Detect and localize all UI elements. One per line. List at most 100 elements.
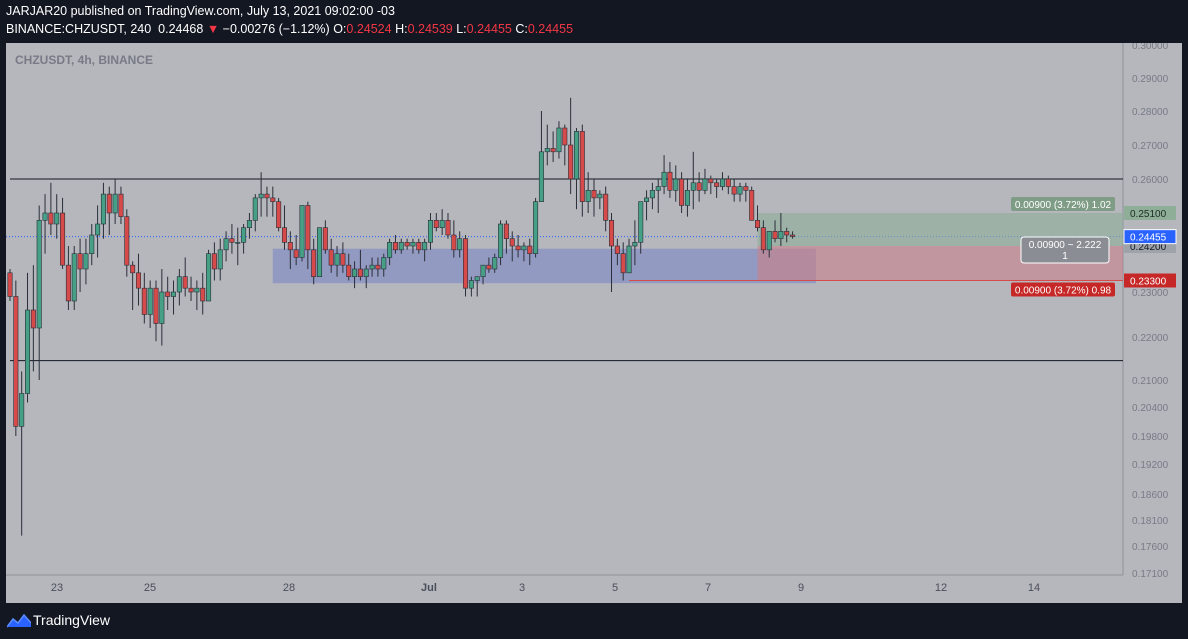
candle-body: [194, 287, 200, 293]
target-price-badge-text: 0.25100: [1130, 209, 1167, 220]
candle: [200, 272, 206, 315]
candle-body: [731, 186, 737, 195]
risk-reward-box: [1020, 236, 1110, 264]
candlestick-chart[interactable]: 0.00900 (3.72%) 1.02 0.00900 (3.72%) 0.98…: [6, 41, 1182, 603]
candle: [311, 238, 317, 285]
candle: [264, 186, 270, 217]
candle-body: [702, 178, 708, 191]
candle: [620, 242, 626, 281]
candle-body: [293, 249, 299, 258]
price-axis-background: [1123, 43, 1182, 603]
risk-reward-line2: 1: [1062, 251, 1068, 262]
price-tick-label: 0.17100: [1132, 569, 1169, 580]
candle-body: [573, 131, 579, 180]
candle-body: [719, 178, 725, 187]
price-tick-label: 0.17600: [1132, 542, 1169, 553]
candle-body: [579, 131, 585, 202]
time-tick-label: 14: [1028, 582, 1040, 594]
candle: [451, 220, 457, 258]
time-tick-label: 12: [935, 582, 947, 594]
candle-body: [708, 178, 714, 184]
stop-label-box: [1011, 282, 1115, 297]
candle-body: [334, 253, 340, 266]
candle-body: [264, 193, 270, 199]
stop-price-badge-text: 0.23300: [1130, 277, 1167, 288]
candle-body: [182, 276, 188, 289]
candle: [649, 182, 655, 210]
candle: [696, 172, 702, 202]
candle: [217, 238, 223, 281]
candle-body: [305, 205, 311, 251]
candle: [252, 194, 258, 232]
candle-body: [433, 220, 439, 228]
candle-body: [357, 268, 363, 277]
candle: [258, 172, 264, 217]
candle: [165, 276, 171, 310]
brand-name: TradingView: [33, 612, 111, 628]
candle: [60, 197, 66, 269]
candle-body: [19, 393, 25, 427]
candle: [135, 253, 141, 306]
candle: [684, 179, 690, 217]
candle: [95, 205, 101, 258]
time-tick-label: 25: [144, 582, 156, 594]
candle-body: [281, 227, 287, 243]
candle-body: [527, 245, 533, 254]
candle-body: [591, 190, 597, 199]
candle-body: [176, 276, 182, 293]
candle-body: [772, 231, 778, 239]
candle: [772, 220, 778, 243]
price-tick-label: 0.18600: [1132, 490, 1169, 501]
candle: [299, 205, 305, 262]
chart-header: JARJAR20 published on TradingView.com, J…: [0, 0, 1188, 42]
price-tick-label: 0.19200: [1132, 460, 1169, 471]
candle: [737, 182, 743, 202]
candle: [357, 249, 363, 281]
candle: [743, 182, 749, 202]
candle-body: [404, 242, 410, 247]
stop-label-text: 0.00900 (3.72%) 0.98: [1015, 286, 1112, 297]
candle: [322, 220, 328, 254]
candle-body: [65, 264, 71, 302]
candle: [206, 249, 212, 302]
candle-body: [439, 220, 445, 228]
candle-body: [445, 220, 451, 236]
candle-body: [36, 220, 42, 329]
target-price-badge-box: [1124, 206, 1176, 220]
candle-body: [597, 193, 603, 199]
price-tick-label: 0.21000: [1132, 376, 1169, 387]
candle-body: [375, 264, 381, 270]
candle-body: [696, 182, 702, 191]
candle: [328, 238, 334, 273]
candle-body: [725, 178, 731, 187]
publish-info: JARJAR20 published on TradingView.com, J…: [6, 4, 395, 18]
candle: [398, 238, 404, 254]
candle: [19, 371, 25, 536]
candle-body: [544, 148, 550, 153]
low-value: 0.24455: [466, 22, 512, 36]
candle: [755, 205, 761, 232]
symbol-label: BINANCE:CHZUSDT, 240: [6, 22, 152, 36]
candle: [626, 238, 632, 274]
candle-body: [229, 238, 235, 243]
candle: [352, 261, 358, 289]
candle: [369, 257, 375, 277]
candle-body: [363, 268, 369, 277]
candle: [159, 269, 165, 346]
candle-body: [60, 212, 66, 266]
candle-body: [77, 253, 83, 270]
candle: [614, 238, 620, 266]
candle-body: [755, 220, 761, 228]
candle: [719, 172, 725, 191]
candle-body: [352, 268, 358, 277]
price-tick-label: 0.23000: [1132, 288, 1169, 299]
candle: [246, 213, 252, 239]
candle-body: [246, 220, 252, 228]
candle-body: [7, 272, 13, 297]
candle-body: [241, 227, 247, 243]
chart-area[interactable]: 0.00900 (3.72%) 1.02 0.00900 (3.72%) 0.98…: [6, 41, 1182, 603]
candle: [118, 186, 124, 224]
candle-body: [503, 223, 509, 239]
candle: [171, 280, 177, 315]
low-label: L:: [456, 22, 467, 36]
